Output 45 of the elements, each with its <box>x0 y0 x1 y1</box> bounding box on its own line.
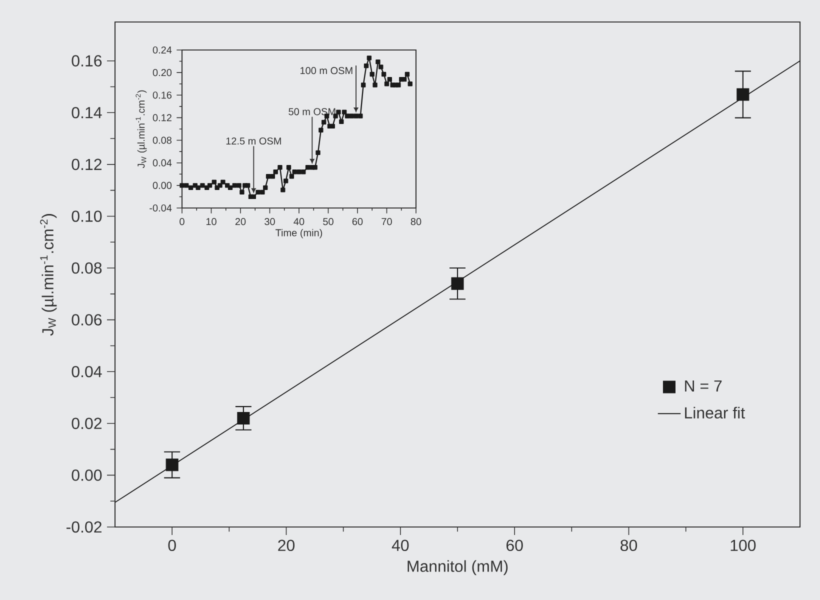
x-tick-label: 60 <box>352 218 363 226</box>
x-tick-label: 20 <box>278 540 295 552</box>
x-tick-label: 40 <box>294 218 304 226</box>
x-tick-label: 60 <box>506 540 523 552</box>
x-axis-title: Time (min) <box>276 228 322 238</box>
y-axis-title: J$_{W}$ (µl.min$^{-1}$.cm$^{-2}$) <box>40 214 57 336</box>
point <box>451 277 464 290</box>
y-tick-label: 0.10 <box>72 210 102 222</box>
x-tick-label: 0 <box>180 218 184 226</box>
x-axis-title: Mannitol (mM) <box>408 560 508 576</box>
y-tick-label: 0.12 <box>152 114 172 122</box>
legend-label: Linear fit <box>685 406 745 419</box>
point <box>166 458 178 472</box>
y-tick-label: 0.04 <box>72 366 102 378</box>
x-tick-label: 0 <box>168 540 176 552</box>
y-tick-label: -0.02 <box>66 521 102 533</box>
point <box>736 88 750 101</box>
y-tick-label: -0.04 <box>150 204 172 212</box>
point <box>237 412 250 424</box>
y-tick-label: 0.02 <box>72 418 102 430</box>
y-tick-label: 0.08 <box>72 262 102 274</box>
y-tick-label: 0.00 <box>72 470 102 481</box>
y-axis-title: J$_{W}$ (µl.min$^{-1}$.cm$^{-2}$) <box>136 90 147 168</box>
y-tick-label: 0.12 <box>72 158 102 170</box>
y-tick-label: 0.06 <box>72 314 102 326</box>
y-tick-label: 0.16 <box>152 92 172 99</box>
legend-label: N = 7 <box>685 380 722 392</box>
y-tick-label: 0.04 <box>152 159 172 166</box>
x-tick-label: 70 <box>382 218 392 226</box>
x-tick-label: 10 <box>206 218 216 226</box>
y-tick-label: 0.16 <box>72 55 102 66</box>
y-tick-label: 0.24 <box>152 46 172 54</box>
x-tick-label: 40 <box>392 540 409 552</box>
y-tick-label: 0.14 <box>72 106 102 118</box>
y-tick-label: 0.20 <box>152 69 172 76</box>
annotation: 12.5 m OSM <box>226 137 281 145</box>
x-tick-label: 50 <box>323 218 334 226</box>
x-tick-label: 80 <box>620 540 638 552</box>
x-tick-label: 100 <box>730 540 756 552</box>
y-tick-label: 0.08 <box>152 136 172 144</box>
x-tick-label: 30 <box>264 218 275 226</box>
x-tick-label: 20 <box>235 218 246 226</box>
x-tick-label: 80 <box>410 218 422 226</box>
y-tick-label: 0.00 <box>152 182 172 189</box>
annotation: 100 m OSM <box>300 67 352 74</box>
